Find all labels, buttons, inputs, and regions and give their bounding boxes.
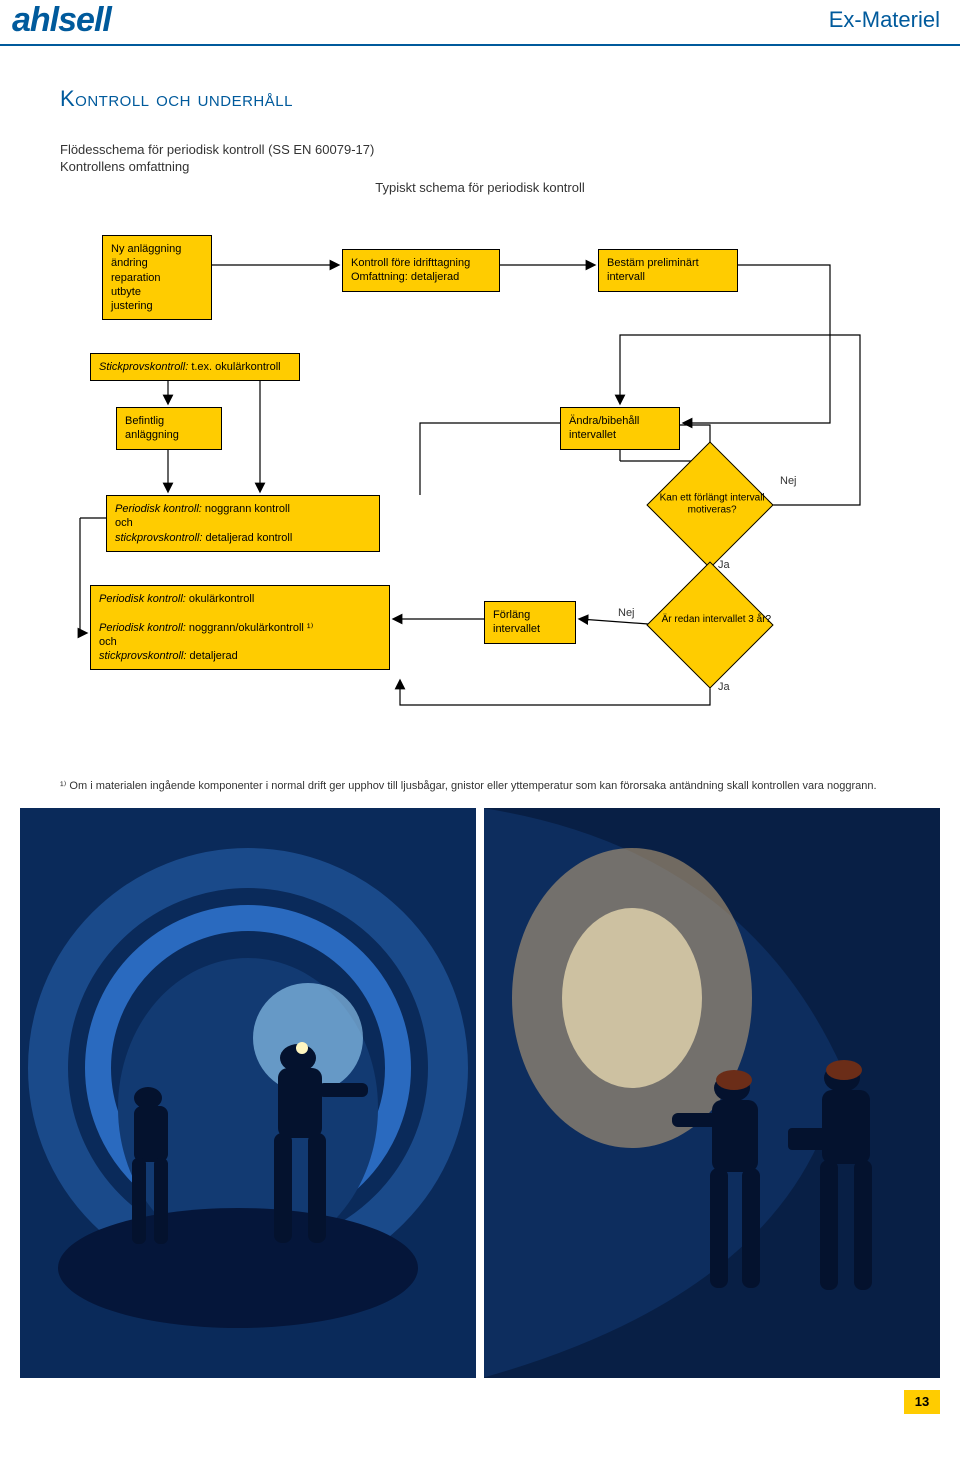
- flow-decision-motivate: Kan ett förlängt intervall motiveras?: [646, 441, 773, 568]
- node-line: okulärkontroll: [186, 593, 254, 605]
- node-line: Ny anläggning: [111, 243, 181, 255]
- flow-node-periodic-visual: Periodisk kontroll: okulärkontroll Perio…: [90, 585, 390, 670]
- node-line: intervallet: [493, 623, 540, 635]
- node-line: Förläng: [493, 609, 530, 621]
- node-line: Befintlig: [125, 415, 164, 427]
- footnote: ¹⁾ Om i materialen ingående komponenter …: [60, 779, 900, 794]
- flow-subtitle: Flödesschema för periodisk kontroll (SS …: [60, 142, 900, 157]
- node-line: t.ex. okulärkontroll: [188, 361, 280, 373]
- node-line: Stickprovskontroll:: [99, 361, 188, 373]
- node-line: intervallet: [569, 429, 616, 441]
- node-line: Kontroll före idrifttagning: [351, 257, 470, 269]
- content-area: Kontroll och underhåll Flödesschema för …: [0, 46, 960, 765]
- node-line: noggrann/okulärkontroll ¹⁾: [186, 622, 313, 634]
- node-line: Bestäm preliminärt: [607, 257, 699, 269]
- node-line: och: [99, 636, 117, 648]
- node-line: Ändra/bibehåll: [569, 415, 639, 427]
- node-line: detaljerad: [186, 650, 237, 662]
- node-line: och: [115, 517, 133, 529]
- tunnel-illustration-icon: [484, 808, 940, 1378]
- edge-label-yes: Ja: [718, 559, 730, 571]
- flow-node-existing: Befintlig anläggning: [116, 407, 222, 450]
- logo: ahlsell: [12, 3, 111, 37]
- flow-node-adjust-interval: Ändra/bibehåll intervallet: [560, 407, 680, 450]
- flow-node-periodic-detailed: Periodisk kontroll: noggrann kontroll oc…: [106, 495, 380, 552]
- category-label: Ex-Materiel: [829, 7, 940, 33]
- page-number: 13: [904, 1390, 940, 1414]
- node-line: justering: [111, 300, 153, 312]
- page: ahlsell Ex-Materiel Kontroll och underhå…: [0, 0, 960, 1434]
- node-line: anläggning: [125, 429, 179, 441]
- decision-label: Kan ett förlängt intervall motiveras?: [657, 492, 767, 516]
- flow-node-extend-interval: Förläng intervallet: [484, 601, 576, 644]
- node-line: ändring: [111, 257, 148, 269]
- edge-label-no: Nej: [618, 607, 635, 619]
- chart-title: Typiskt schema för periodisk kontroll: [60, 180, 900, 195]
- node-line: Periodisk kontroll:: [99, 593, 186, 605]
- node-line: stickprovskontroll:: [115, 532, 202, 544]
- node-line: reparation: [111, 272, 161, 284]
- top-bar: ahlsell Ex-Materiel: [0, 0, 960, 46]
- flow-node-set-interval: Bestäm preliminärt intervall: [598, 249, 738, 292]
- node-line: noggrann kontroll: [202, 503, 290, 515]
- photo-row: [20, 808, 940, 1378]
- flow-decision-three-years: Är redan intervallet 3 år?: [646, 561, 773, 688]
- node-line: Periodisk kontroll:: [115, 503, 202, 515]
- node-line: stickprovskontroll:: [99, 650, 186, 662]
- node-line: intervall: [607, 271, 645, 283]
- tunnel-illustration-icon: [20, 808, 476, 1378]
- flowchart: Ny anläggning ändring reparation utbyte …: [60, 205, 900, 765]
- edge-label-no: Nej: [780, 475, 797, 487]
- flow-node-sample-check: Stickprovskontroll: t.ex. okulärkontroll: [90, 353, 300, 381]
- flow-node-new-installation: Ny anläggning ändring reparation utbyte …: [102, 235, 212, 320]
- photo-left: [20, 808, 476, 1378]
- node-line: utbyte: [111, 286, 141, 298]
- decision-label: Är redan intervallet 3 år?: [661, 614, 771, 626]
- photo-right: [484, 808, 940, 1378]
- node-line: Omfattning: detaljerad: [351, 271, 459, 283]
- node-line: detaljerad kontroll: [202, 532, 292, 544]
- edge-label-yes: Ja: [718, 681, 730, 693]
- flow-subtitle-2: Kontrollens omfattning: [60, 159, 900, 174]
- flow-node-pre-commission: Kontroll före idrifttagning Omfattning: …: [342, 249, 500, 292]
- section-title: Kontroll och underhåll: [60, 86, 900, 112]
- node-line: Periodisk kontroll:: [99, 622, 186, 634]
